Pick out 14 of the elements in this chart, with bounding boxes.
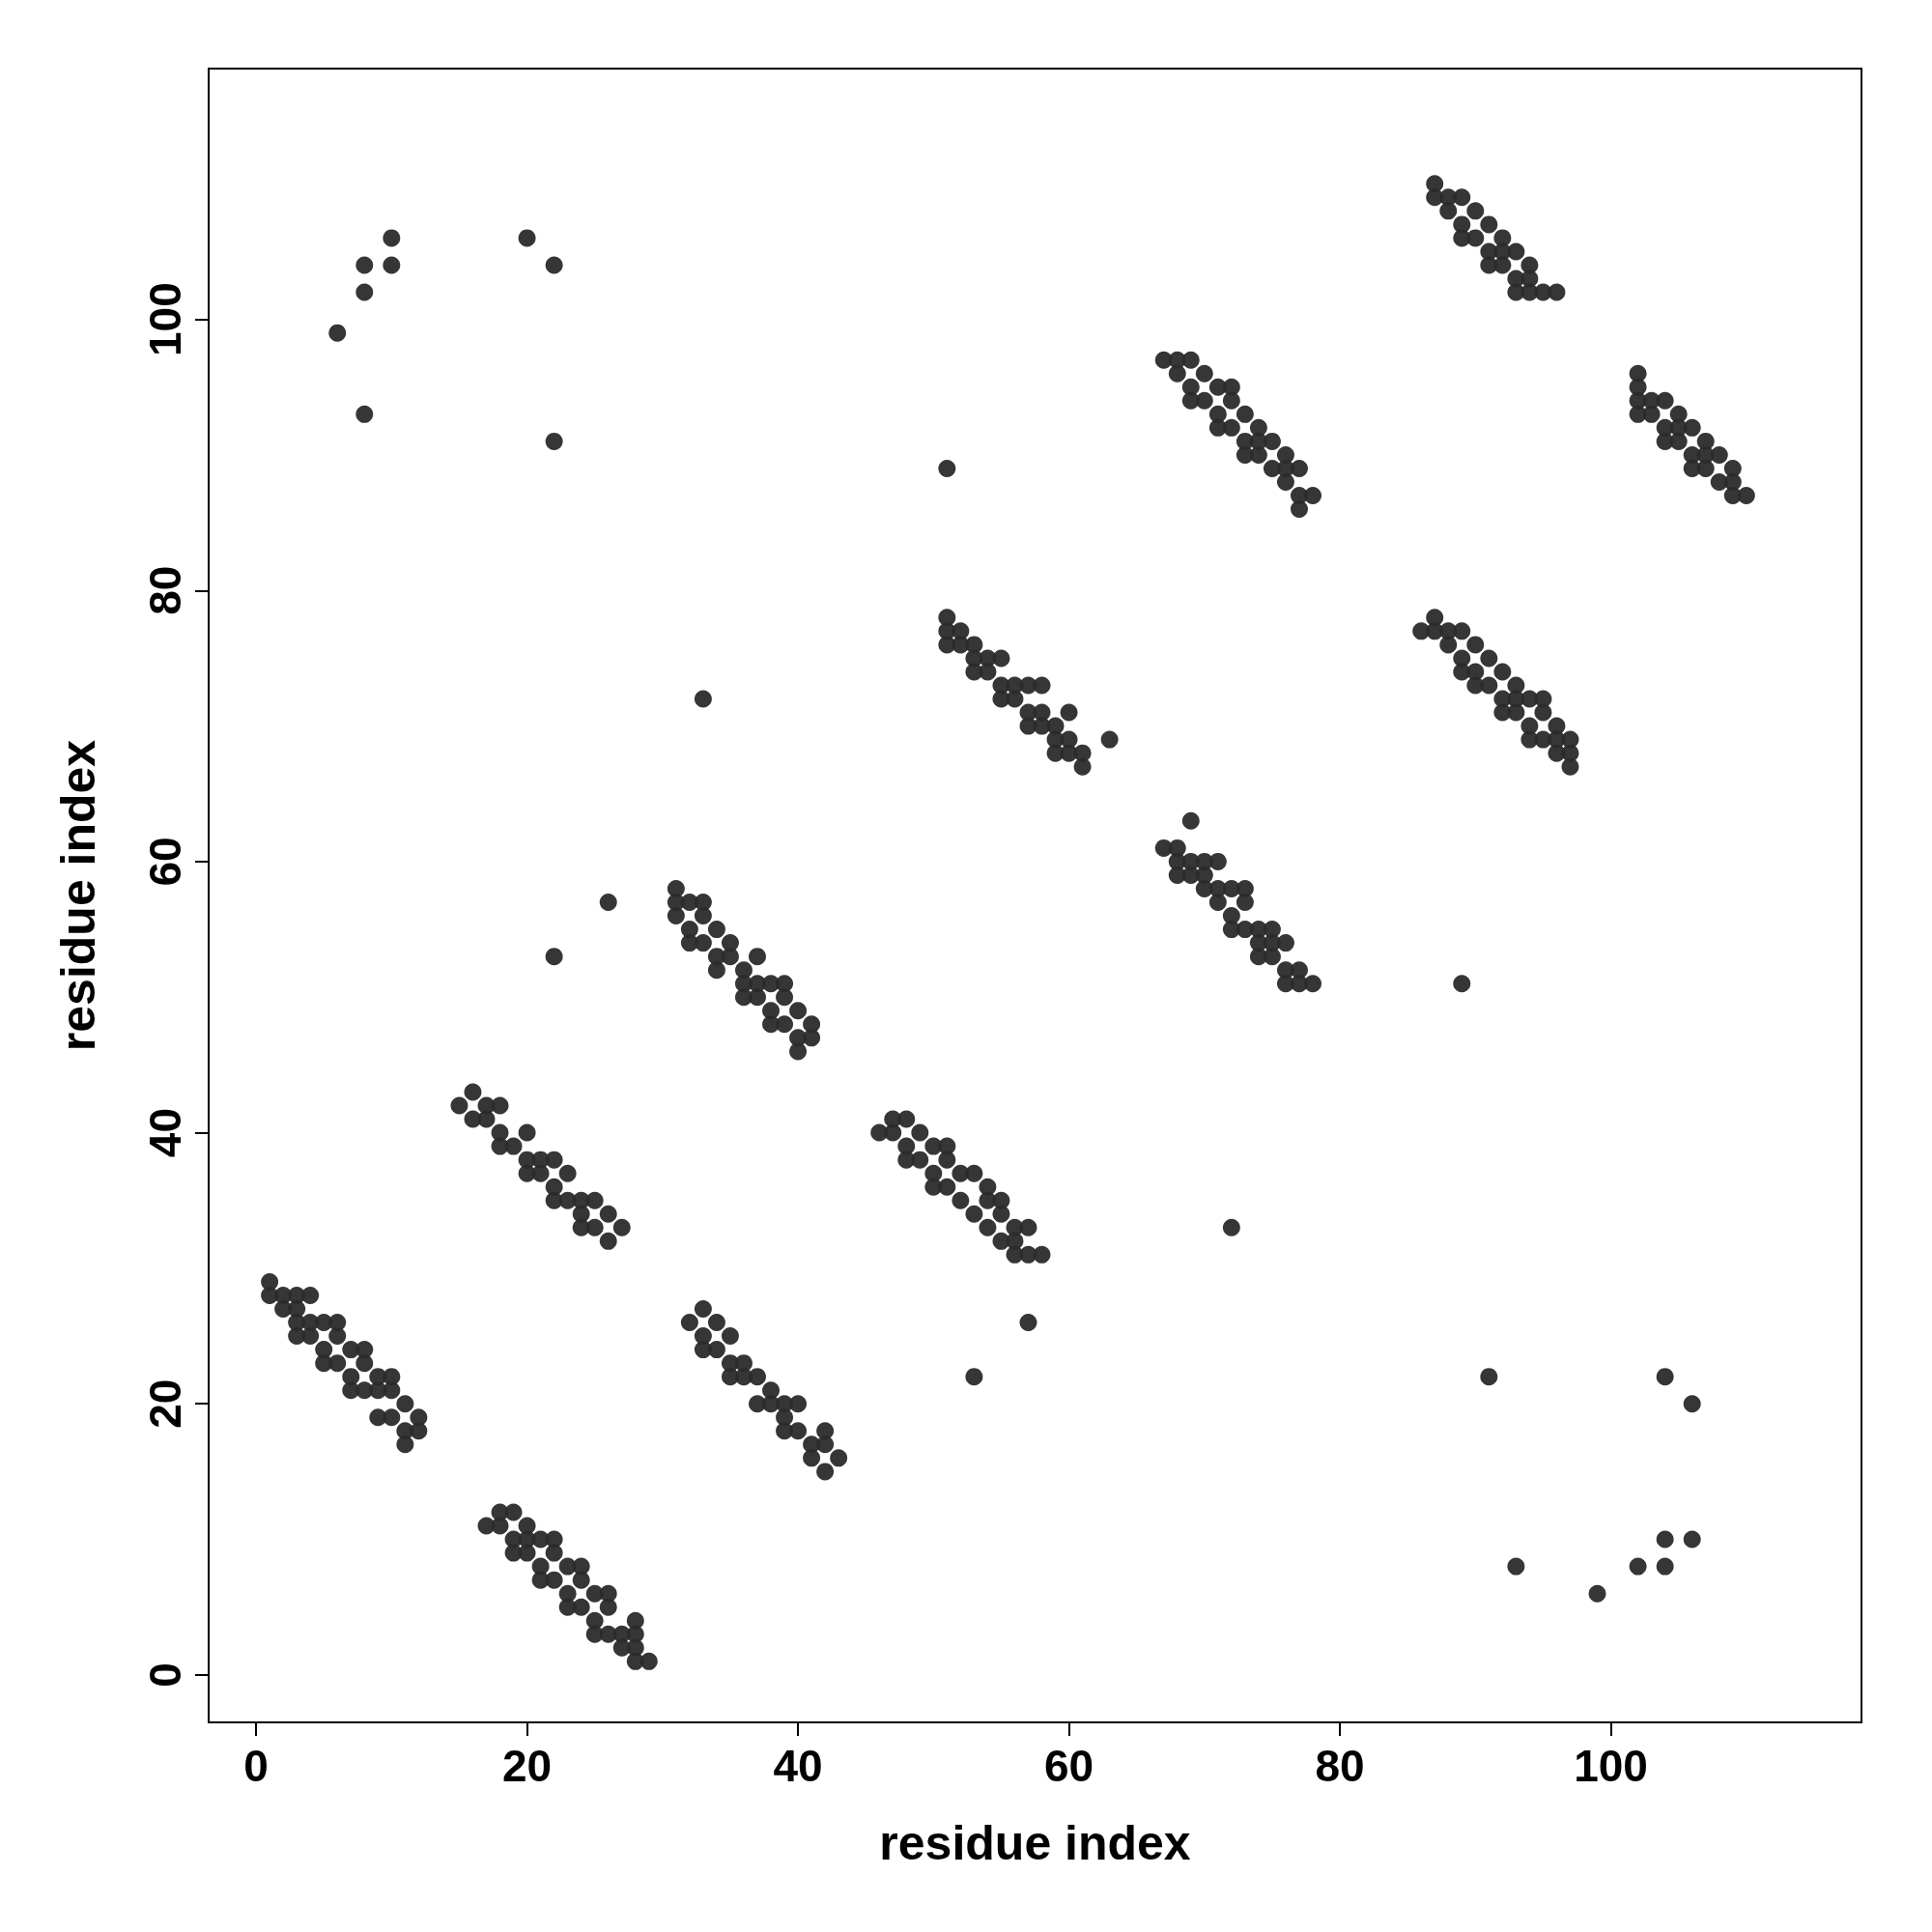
x-tick-label: 0 xyxy=(243,1741,269,1791)
y-axis-title: residue index xyxy=(51,739,105,1052)
y-tick-label: 0 xyxy=(140,1662,190,1688)
y-tick-label: 60 xyxy=(140,837,190,887)
x-tick-label: 60 xyxy=(1043,1741,1094,1791)
x-axis-title: residue index xyxy=(879,1816,1191,1870)
x-tick-label: 100 xyxy=(1574,1741,1648,1791)
x-tick-label: 80 xyxy=(1315,1741,1365,1791)
x-tick-label: 20 xyxy=(501,1741,553,1791)
y-tick-label: 100 xyxy=(140,282,190,356)
y-tick-label: 40 xyxy=(140,1107,190,1158)
y-tick-label: 80 xyxy=(140,565,190,615)
y-tick-label: 20 xyxy=(140,1378,190,1429)
x-tick-label: 40 xyxy=(773,1741,823,1791)
